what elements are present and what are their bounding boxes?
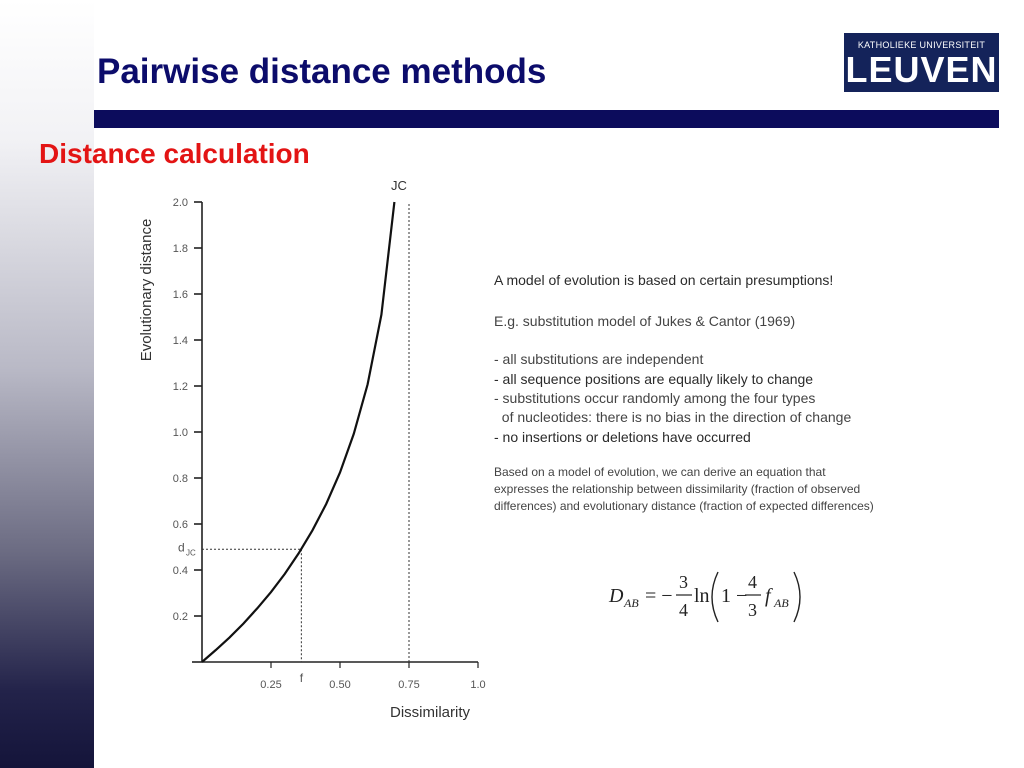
slide-title: Pairwise distance methods bbox=[97, 52, 547, 91]
slide-subtitle: Distance calculation bbox=[39, 138, 310, 169]
bullet-4: of nucleotides: there is no bias in the … bbox=[494, 409, 852, 425]
y-tick-label: 1.4 bbox=[173, 335, 188, 347]
bullet-3: - substitutions occur randomly among the… bbox=[494, 390, 816, 406]
kuleuven-logo: KATHOLIEKE UNIVERSITEIT LEUVEN bbox=[844, 33, 999, 92]
title-rule bbox=[94, 110, 999, 128]
x-tick-label: 0.25 bbox=[260, 679, 281, 691]
paragraph-line-1: Based on a model of evolution, we can de… bbox=[494, 465, 826, 479]
y-tick-label: 0.2 bbox=[173, 611, 188, 623]
model-presumption-text: A model of evolution is based on certain… bbox=[494, 272, 834, 288]
y-tick-label: 1.8 bbox=[173, 243, 188, 255]
jukes-cantor-reference: E.g. substitution model of Jukes & Canto… bbox=[494, 313, 796, 329]
x-tick-label: 0.75 bbox=[398, 679, 419, 691]
x-tick-label: 1.0 bbox=[470, 679, 485, 691]
bullet-5: - no insertions or deletions have occurr… bbox=[494, 429, 751, 445]
logo-main-line: LEUVEN bbox=[845, 49, 998, 90]
side-gradient-band bbox=[0, 0, 94, 768]
series-label-jc: JC bbox=[391, 178, 407, 193]
f-marker-label: f bbox=[300, 671, 304, 685]
d-jc-marker-label: d bbox=[178, 540, 185, 554]
y-tick-label: 2.0 bbox=[173, 197, 188, 209]
paragraph-line-2: expresses the relationship between dissi… bbox=[494, 482, 861, 496]
y-tick-label: 0.8 bbox=[173, 473, 188, 485]
d-jc-marker-subscript: JC bbox=[186, 548, 196, 557]
y-tick-label: 0.6 bbox=[173, 519, 188, 531]
bullet-1: - all substitutions are independent bbox=[494, 351, 704, 367]
y-axis-label: Evolutionary distance bbox=[138, 219, 155, 362]
y-tick-label: 1.2 bbox=[173, 381, 188, 393]
y-tick-label: 1.6 bbox=[173, 289, 188, 301]
y-tick-label: 1.0 bbox=[173, 427, 188, 439]
y-tick-label: 0.4 bbox=[173, 565, 188, 577]
logo-top-line: KATHOLIEKE UNIVERSITEIT bbox=[857, 40, 986, 50]
bullet-2: - all sequence positions are equally lik… bbox=[494, 371, 814, 387]
x-tick-label: 0.50 bbox=[329, 679, 350, 691]
x-axis-label: Dissimilarity bbox=[390, 704, 470, 721]
paragraph-line-3: differences) and evolutionary distance (… bbox=[494, 499, 874, 513]
jc-curve bbox=[201, 201, 396, 663]
